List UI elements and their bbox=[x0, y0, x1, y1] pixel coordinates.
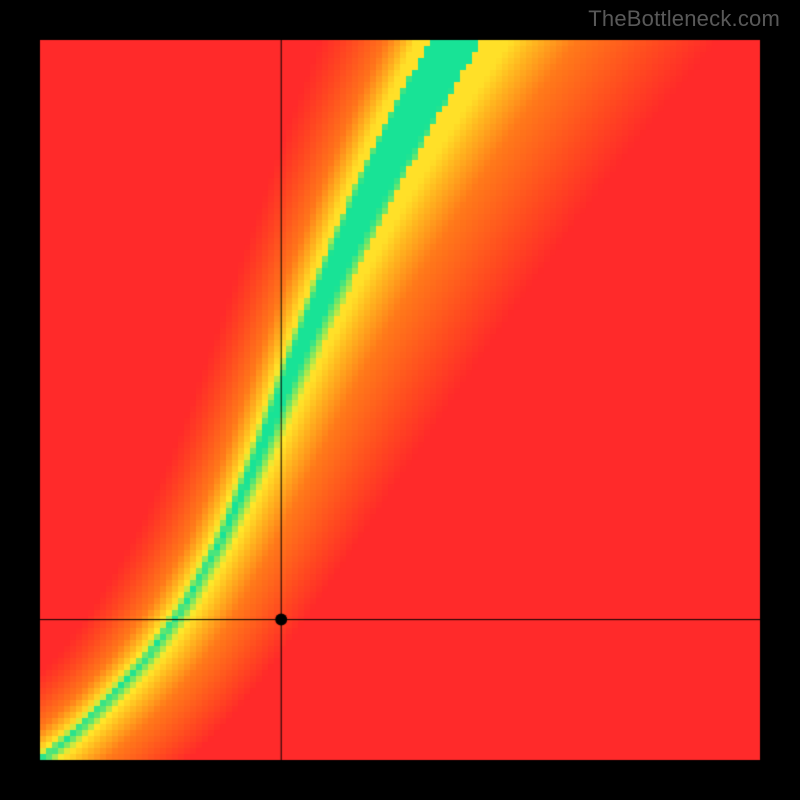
chart-container: { "watermark": { "text": "TheBottleneck.… bbox=[0, 0, 800, 800]
heatmap-canvas bbox=[0, 0, 800, 800]
watermark-text: TheBottleneck.com bbox=[588, 6, 780, 32]
